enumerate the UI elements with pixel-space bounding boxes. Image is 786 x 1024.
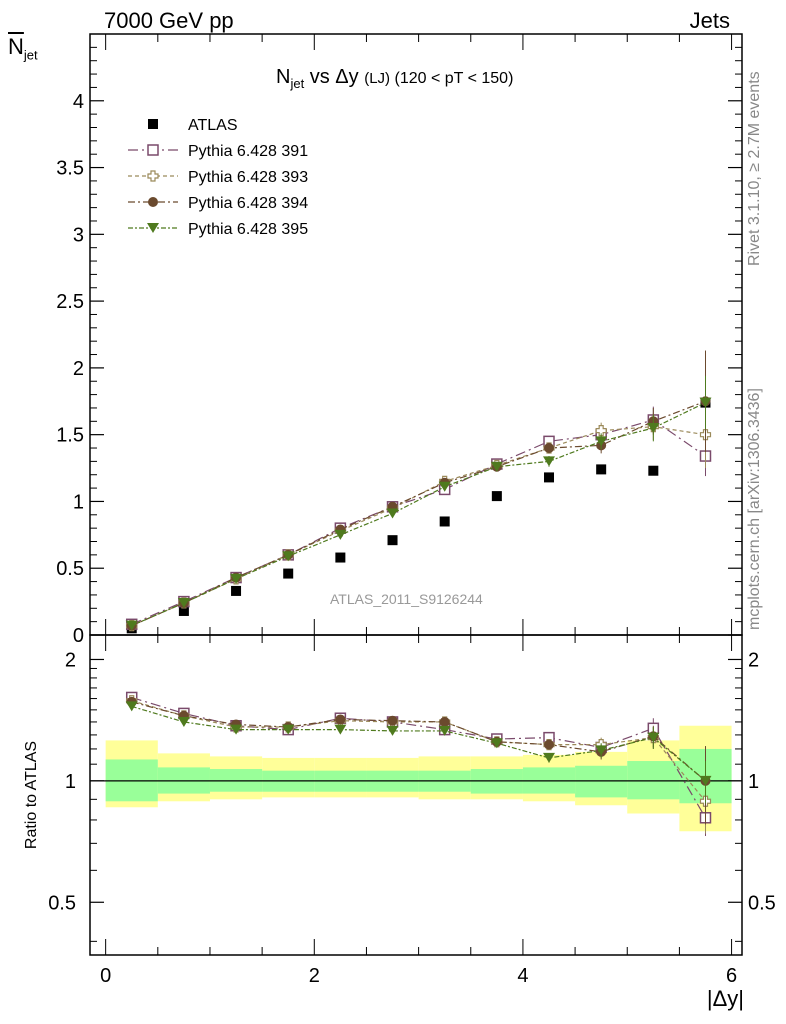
main-point-atlas bbox=[387, 535, 398, 546]
main-point-atlas bbox=[596, 464, 607, 475]
legend-marker-pythia-394 bbox=[148, 197, 158, 207]
y-tick-label: 3 bbox=[73, 224, 84, 246]
ratio-tick-label-left: 1 bbox=[65, 771, 76, 793]
main-point-pythia-393 bbox=[595, 425, 607, 437]
ratio-point-pythia-394 bbox=[335, 714, 346, 725]
legend-marker-atlas bbox=[148, 119, 158, 129]
x-axis-label: |Δy| bbox=[706, 986, 744, 1011]
ratio-line-pythia-394 bbox=[131, 701, 706, 782]
x-tick-label: 0 bbox=[100, 965, 111, 987]
ratio-point-pythia-395 bbox=[490, 738, 503, 749]
legend-label-pythia-393: Pythia 6.428 393 bbox=[188, 169, 308, 186]
main-point-pythia-394 bbox=[544, 443, 555, 454]
main-point-pythia-395 bbox=[647, 422, 660, 433]
y-tick-label: 4 bbox=[73, 91, 84, 113]
main-point-atlas bbox=[491, 491, 502, 502]
y-tick-label: 1.5 bbox=[56, 425, 84, 447]
y-axis-label-bottom: Ratio to ATLAS bbox=[23, 740, 40, 850]
main-point-pythia-395 bbox=[282, 551, 295, 562]
main-point-pythia-395 bbox=[595, 436, 608, 447]
ratio-line-pythia-391 bbox=[131, 696, 707, 819]
plot-title-rest: vs Δy bbox=[304, 66, 365, 88]
legend-marker-pythia-393 bbox=[147, 170, 159, 182]
main-point-atlas bbox=[648, 465, 659, 476]
x-tick-label: 6 bbox=[726, 965, 737, 987]
plot-title-small: (LJ) bbox=[364, 70, 391, 87]
bottom-frame bbox=[89, 634, 743, 956]
analysis-watermark: ATLAS_2011_S9126244 bbox=[330, 591, 483, 607]
main-point-pythia-395 bbox=[543, 456, 556, 467]
band-inner-bin bbox=[627, 761, 680, 800]
ratio-point-pythia-395 bbox=[386, 725, 399, 736]
plot-title-sub: jet bbox=[290, 76, 305, 91]
legend-label-pythia-391: Pythia 6.428 391 bbox=[188, 143, 308, 160]
ratio-tick-label-left: 0.5 bbox=[48, 892, 76, 914]
plot-title-tail: (120 < pT < 150) bbox=[390, 70, 514, 87]
legend-marker-pythia-395 bbox=[147, 223, 159, 233]
legend-marker-pythia-391 bbox=[147, 144, 159, 156]
main-point-pythia-395 bbox=[699, 397, 712, 408]
main-point-atlas bbox=[178, 605, 189, 616]
header-left: 7000 GeV pp bbox=[104, 8, 234, 33]
legend-label-pythia-394: Pythia 6.428 394 bbox=[188, 195, 308, 212]
main-point-pythia-395 bbox=[177, 597, 190, 608]
ratio-tick-label-right: 0.5 bbox=[748, 892, 776, 914]
ratio-tick-label-right: 1 bbox=[748, 771, 759, 793]
ratio-point-pythia-394 bbox=[387, 715, 398, 726]
side-url-label: mcplots.cern.ch [arXiv:1306.3436] bbox=[746, 388, 763, 630]
y-tick-label: 3.5 bbox=[56, 158, 84, 180]
main-point-pythia-395 bbox=[438, 481, 451, 492]
ratio-point-pythia-395 bbox=[334, 724, 347, 735]
ratio-point-pythia-395 bbox=[125, 701, 138, 712]
main-point-atlas bbox=[544, 472, 555, 483]
side-version-label: Rivet 3.1.10, ≥ 2.7M events bbox=[746, 71, 763, 266]
ratio-point-pythia-395 bbox=[177, 716, 190, 727]
ratio-point-pythia-395 bbox=[699, 775, 712, 786]
main-point-pythia-395 bbox=[230, 573, 243, 584]
main-point-atlas bbox=[283, 568, 294, 579]
band-inner-bin bbox=[575, 765, 628, 798]
main-point-atlas bbox=[231, 585, 242, 596]
main-line-pythia-394 bbox=[131, 400, 706, 627]
ratio-point-pythia-394 bbox=[439, 716, 450, 727]
legend-label-atlas: ATLAS bbox=[188, 117, 238, 134]
ratio-line-pythia-393 bbox=[131, 700, 706, 802]
ratio-tick-label-left: 2 bbox=[65, 649, 76, 671]
ratio-point-pythia-395 bbox=[230, 724, 243, 735]
ratio-point-pythia-395 bbox=[282, 724, 295, 735]
ratio-point-pythia-395 bbox=[595, 745, 608, 756]
main-point-pythia-395 bbox=[334, 529, 347, 540]
y-tick-label: 2 bbox=[73, 358, 84, 380]
x-tick-label: 4 bbox=[517, 965, 528, 987]
plot-title-main: N bbox=[276, 66, 291, 88]
y-tick-label: 0 bbox=[73, 625, 84, 647]
ratio-point-pythia-395 bbox=[543, 752, 556, 763]
ratio-tick-label-right: 2 bbox=[748, 649, 759, 671]
main-point-pythia-395 bbox=[125, 620, 138, 631]
legend-label-pythia-395: Pythia 6.428 395 bbox=[188, 221, 308, 238]
main-point-pythia-395 bbox=[386, 508, 399, 519]
main-point-atlas bbox=[439, 516, 450, 527]
ratio-point-pythia-394 bbox=[544, 739, 555, 750]
ratio-line-pythia-395 bbox=[131, 705, 706, 782]
ratio-point-pythia-395 bbox=[647, 732, 660, 743]
header-right: Jets bbox=[689, 8, 730, 33]
ratio-point-pythia-395 bbox=[438, 725, 451, 736]
x-tick-label: 2 bbox=[309, 965, 320, 987]
y-tick-label: 1 bbox=[73, 491, 84, 513]
y-tick-label: 0.5 bbox=[56, 558, 84, 580]
y-axis-label-top: Njet bbox=[8, 34, 38, 63]
main-point-pythia-395 bbox=[490, 461, 503, 472]
main-point-atlas bbox=[335, 552, 346, 563]
y-tick-label: 2.5 bbox=[56, 291, 84, 313]
plot-title: Njet vs Δy (LJ) (120 < pT < 150) bbox=[276, 66, 513, 91]
